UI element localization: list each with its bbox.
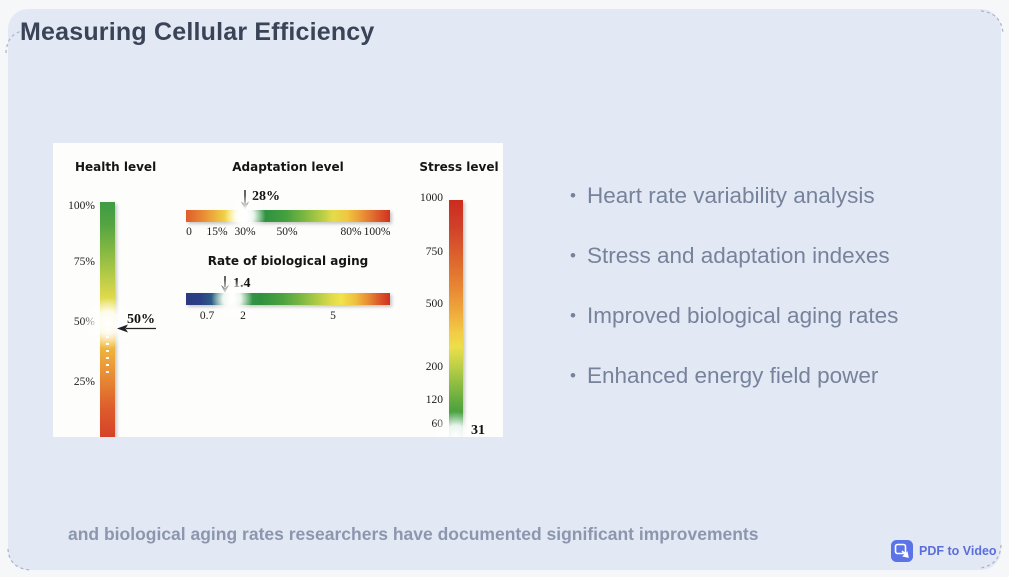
- aging-tick: 0.7: [199, 310, 215, 322]
- bullet-dot-icon: •: [570, 246, 576, 265]
- adaptation-tick: 50%: [276, 226, 298, 238]
- list-item: • Stress and adaptation indexes: [570, 243, 898, 269]
- stress-marker-value: 31: [471, 423, 485, 437]
- bullet-dot-icon: •: [570, 366, 576, 385]
- bullet-list: • Heart rate variability analysis • Stre…: [570, 183, 898, 423]
- health-marker-arrow-icon: [117, 324, 156, 333]
- aging-tick: 2: [240, 310, 246, 322]
- health-tick: 50%: [73, 316, 95, 328]
- bullet-dot-icon: •: [570, 186, 576, 205]
- adaptation-scale-bar: [186, 210, 390, 222]
- adaptation-tick: 30%: [234, 226, 256, 238]
- adaptation-marker-arrow-icon: [241, 190, 249, 210]
- bullet-text: Improved biological aging rates: [586, 303, 899, 328]
- caption-text: and biological aging rates researchers h…: [68, 524, 759, 544]
- health-marker-value: 50%: [127, 312, 155, 327]
- adaptation-tick: 100%: [363, 226, 391, 238]
- biofeedback-chart: Health level 100% 75% 50% 25% 50% Adapta…: [53, 143, 503, 437]
- health-tick: 25%: [73, 376, 95, 388]
- bullet-text: Heart rate variability analysis: [586, 183, 875, 208]
- stress-tick: 60: [431, 418, 444, 430]
- bullet-text: Enhanced energy field power: [586, 363, 879, 388]
- aging-scale-bar: [186, 293, 390, 305]
- adaptation-scale-title: Adaptation level: [232, 160, 344, 174]
- aging-tick: 5: [330, 310, 336, 322]
- health-scale-bar: [100, 202, 115, 437]
- adaptation-tick: 0: [186, 226, 192, 238]
- list-item: • Improved biological aging rates: [570, 303, 898, 329]
- stress-scale-title: Stress level: [419, 160, 499, 174]
- adaptation-tick: 80%: [340, 226, 362, 238]
- bullet-text: Stress and adaptation indexes: [586, 243, 890, 268]
- stress-tick: 500: [425, 298, 443, 310]
- aging-marker-arrow-icon: [221, 276, 229, 293]
- aging-scale-title: Rate of biological aging: [207, 254, 369, 268]
- stress-tick: 1000: [420, 192, 443, 204]
- pdf-to-video-badge[interactable]: PDF to Video: [891, 540, 997, 562]
- stress-tick: 120: [425, 394, 443, 406]
- list-item: • Heart rate variability analysis: [570, 183, 898, 209]
- stress-scale-bar: [449, 200, 463, 437]
- list-item: • Enhanced energy field power: [570, 363, 898, 389]
- health-tick: 100%: [68, 200, 95, 212]
- health-scale-title: Health level: [75, 160, 157, 174]
- stress-tick: 750: [425, 246, 443, 258]
- health-tick: 75%: [73, 256, 95, 268]
- adaptation-tick: 15%: [206, 226, 228, 238]
- stress-tick: 200: [425, 361, 443, 373]
- page-title: Measuring Cellular Efficiency: [20, 18, 375, 46]
- badge-label: PDF to Video: [919, 544, 997, 558]
- adaptation-marker-value: 28%: [252, 189, 280, 204]
- bullet-dot-icon: •: [570, 306, 576, 325]
- aging-marker-value: 1.4: [233, 276, 251, 291]
- pdf-to-video-icon: [891, 540, 913, 562]
